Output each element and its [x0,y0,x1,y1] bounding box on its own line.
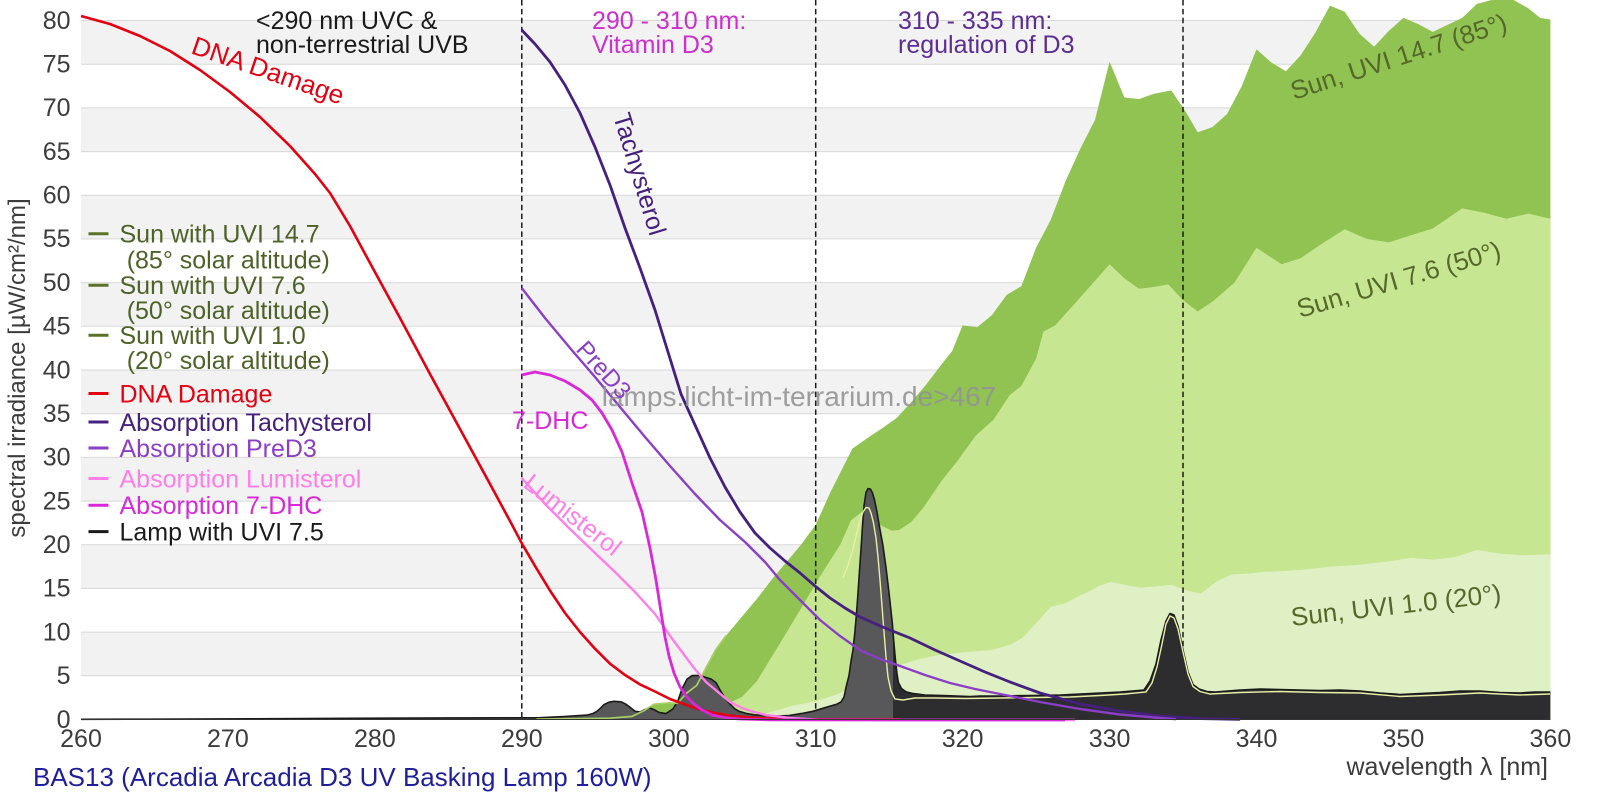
svg-text:75: 75 [43,51,71,79]
svg-text:Sun with UVI 14.7: Sun with UVI 14.7 [120,221,320,249]
svg-text:15: 15 [43,575,71,603]
svg-text:320: 320 [942,725,984,753]
svg-text:310 - 335 nm:: 310 - 335 nm: [898,7,1052,35]
svg-text:260: 260 [60,725,102,753]
svg-text:Sun with UVI 1.0: Sun with UVI 1.0 [120,322,306,350]
svg-text:spectral irradiance [µW/cm²/nm: spectral irradiance [µW/cm²/nm] [4,198,31,537]
svg-text:DNA Damage: DNA Damage [120,380,273,408]
svg-text:Lamp with UVI 7.5: Lamp with UVI 7.5 [120,518,324,546]
svg-text:wavelength λ [nm]: wavelength λ [nm] [1346,753,1549,781]
svg-text:65: 65 [43,138,71,166]
svg-text:25: 25 [43,487,71,515]
svg-text:20: 20 [43,531,71,559]
svg-text:290 - 310 nm:: 290 - 310 nm: [592,7,746,35]
svg-text:55: 55 [43,225,71,253]
svg-text:300: 300 [648,725,690,753]
svg-text:50: 50 [43,269,71,297]
svg-text:60: 60 [43,182,71,210]
svg-text:330: 330 [1089,725,1131,753]
svg-text:(85° solar altitude): (85° solar altitude) [127,246,330,274]
svg-text:Vitamin D3: Vitamin D3 [592,31,714,59]
svg-text:30: 30 [43,444,71,472]
svg-text:regulation of D3: regulation of D3 [898,31,1075,59]
svg-text:Absorption PreD3: Absorption PreD3 [120,435,317,463]
svg-text:5: 5 [57,662,71,690]
svg-text:45: 45 [43,313,71,341]
svg-text:10: 10 [43,618,71,646]
svg-text:Sun with UVI 7.6: Sun with UVI 7.6 [120,272,306,300]
svg-text:290: 290 [501,725,543,753]
svg-text:non-terrestrial UVB: non-terrestrial UVB [256,31,469,59]
svg-text:350: 350 [1383,725,1425,753]
svg-text:0: 0 [57,706,71,734]
svg-text:lamps.licht-im-terrarium.de>46: lamps.licht-im-terrarium.de>467 [602,381,996,412]
svg-text:310: 310 [795,725,837,753]
svg-text:35: 35 [43,400,71,428]
svg-text:Absorption Lumisterol: Absorption Lumisterol [120,465,362,493]
svg-text:270: 270 [207,725,249,753]
svg-text:Absorption Tachysterol: Absorption Tachysterol [120,409,372,437]
svg-text:Absorption 7-DHC: Absorption 7-DHC [120,492,323,520]
svg-text:70: 70 [43,94,71,122]
svg-text:40: 40 [43,356,71,384]
svg-text:80: 80 [43,7,71,35]
svg-text:280: 280 [354,725,396,753]
svg-text:BAS13 (Arcadia Arcadia D3 UV B: BAS13 (Arcadia Arcadia D3 UV Basking Lam… [33,762,652,792]
svg-text:(50° solar altitude): (50° solar altitude) [127,297,330,325]
svg-text:<290 nm UVC &: <290 nm UVC & [256,7,438,35]
svg-text:7-DHC: 7-DHC [512,407,588,435]
svg-text:360: 360 [1530,725,1572,753]
svg-text:340: 340 [1236,725,1278,753]
svg-text:(20° solar altitude): (20° solar altitude) [127,347,330,375]
